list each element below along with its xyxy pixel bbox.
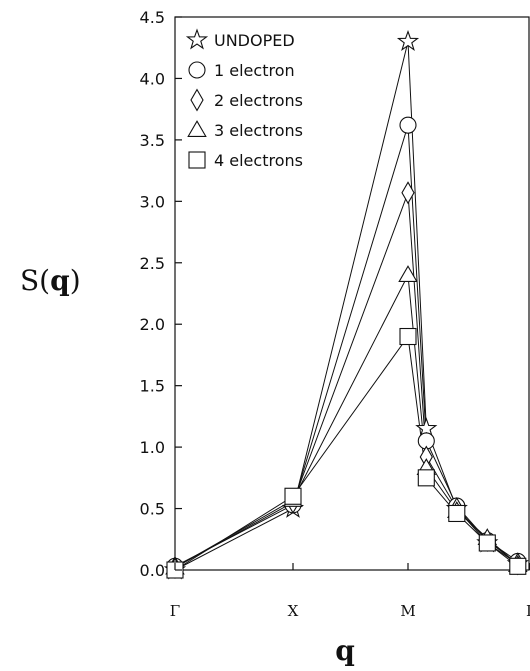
data-point-triangle	[398, 265, 418, 283]
series-line-circle	[174, 124, 519, 567]
series-line-diamond	[174, 192, 519, 568]
legend: UNDOPED 1 electron 2 electrons 3 electrons 4…	[185, 28, 303, 170]
data-point-diamond	[401, 181, 415, 205]
y-tick-label: 2.5	[140, 254, 165, 273]
data-point-circle	[399, 116, 417, 134]
legend-marker-circle	[188, 61, 206, 79]
y-tick-label: 0.5	[140, 500, 165, 519]
legend-marker-triangle	[187, 120, 207, 137]
legend-label: 3 electrons	[214, 121, 303, 140]
x-axis: ΓXMΓ	[170, 563, 530, 620]
data-point-square	[399, 327, 417, 346]
legend-marker-diamond	[190, 88, 204, 112]
y-tick-label: 4.5	[140, 8, 165, 27]
data-point-square	[478, 534, 496, 552]
legend-label: 2 electrons	[214, 91, 303, 110]
markers	[163, 29, 529, 580]
data-point-square	[284, 487, 302, 505]
y-tick-label: 4.0	[140, 69, 165, 88]
plot-frame	[174, 16, 530, 571]
y-tick-label: 3.5	[140, 131, 165, 150]
y-tick-label: 1.5	[140, 377, 165, 396]
y-tick-label: 3.0	[140, 192, 165, 211]
x-axis-label: q	[335, 634, 355, 667]
data-point-star	[396, 29, 420, 52]
data-point-square	[448, 504, 466, 523]
x-tick-label: Γ	[526, 602, 530, 620]
x-tick-label: M	[400, 602, 415, 620]
y-tick-label: 1.0	[140, 438, 165, 457]
y-tick-label: 0.0	[140, 561, 165, 580]
x-tick-label: X	[288, 602, 299, 620]
data-point-square	[509, 557, 527, 575]
y-axis-label: S(q)	[20, 264, 81, 297]
legend-marker-square	[188, 151, 206, 169]
legend-label: 4 electrons	[214, 151, 303, 170]
data-point-square	[417, 469, 435, 487]
legend-label: 1 electron	[214, 61, 295, 80]
legend-marker-star	[185, 28, 209, 50]
y-axis: 0.0 0.5 1.0 1.5 2.0 2.5 3.0 3.5 4.0 4.5	[140, 8, 182, 580]
legend-label: UNDOPED	[214, 31, 295, 50]
series-line-square	[174, 335, 519, 571]
x-tick-label: Γ	[170, 602, 180, 620]
y-tick-label: 2.0	[140, 315, 165, 334]
